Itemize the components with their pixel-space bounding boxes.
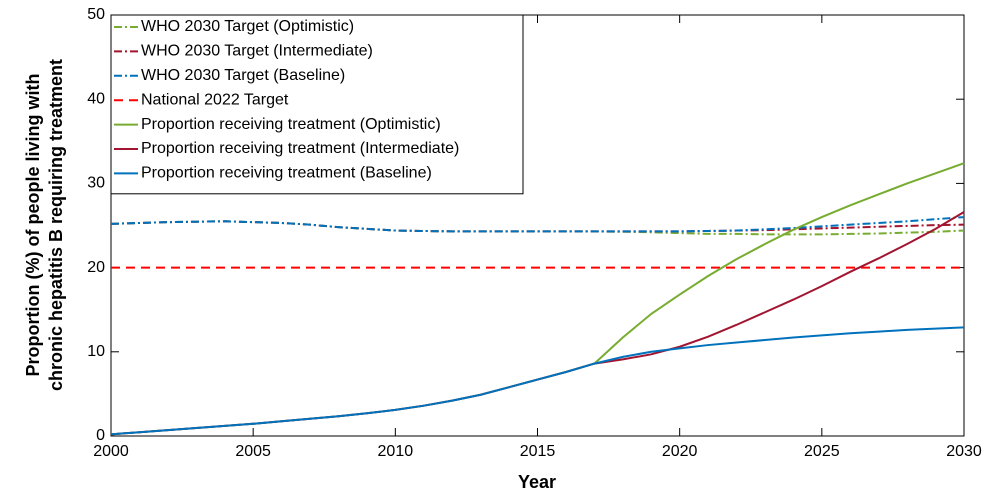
legend-label: Proportion receiving treatment (Intermed…	[141, 140, 459, 157]
x-tick-label: 2005	[235, 443, 271, 460]
legend-label: Proportion receiving treatment (Baseline…	[141, 165, 432, 182]
legend-label: National 2022 Target	[141, 91, 289, 108]
y-tick-label: 50	[87, 6, 105, 23]
y-tick-label: 0	[96, 427, 105, 444]
legend-label: Proportion receiving treatment (Optimist…	[141, 116, 441, 133]
y-axis-label: Proportion (%) of people living with	[23, 74, 43, 377]
legend-label: WHO 2030 Target (Optimistic)	[141, 18, 354, 35]
y-tick-label: 30	[87, 175, 105, 192]
y-tick-label: 20	[87, 259, 105, 276]
series-line	[110, 220, 965, 236]
legend-box	[110, 14, 524, 195]
x-tick-label: 2010	[378, 443, 414, 460]
y-tick-label: 10	[87, 343, 105, 360]
x-tick-label: 2000	[93, 443, 129, 460]
x-tick-label: 2025	[804, 443, 840, 460]
x-tick-label: 2030	[946, 443, 982, 460]
series-line	[110, 326, 965, 436]
y-tick-label: 40	[87, 90, 105, 107]
x-axis-label: Year	[518, 472, 556, 492]
x-tick-label: 2020	[662, 443, 698, 460]
series-line	[110, 216, 965, 233]
legend-label: WHO 2030 Target (Intermediate)	[141, 43, 373, 60]
x-tick-label: 2015	[520, 443, 556, 460]
legend: WHO 2030 Target (Optimistic) WHO 2030 Tar…	[110, 14, 524, 195]
y-axis-label: chronic hepatitis B requiring treatment	[46, 59, 66, 391]
legend-label: WHO 2030 Target (Baseline)	[141, 67, 345, 84]
series-line	[110, 220, 965, 233]
